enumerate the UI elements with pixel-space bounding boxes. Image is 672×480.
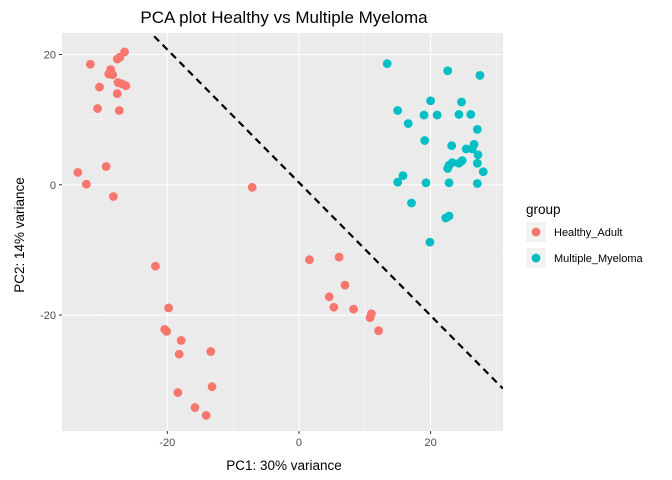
point-multiple-myeloma <box>466 110 476 119</box>
point-multiple-myeloma <box>444 178 454 188</box>
point-multiple-myeloma <box>472 158 482 168</box>
point-multiple-myeloma <box>426 96 435 106</box>
point-healthy-adult <box>340 280 350 290</box>
point-multiple-myeloma <box>469 139 479 149</box>
point-multiple-myeloma <box>443 164 453 173</box>
point-healthy-adult <box>151 261 160 271</box>
point-healthy-adult <box>164 303 174 313</box>
x-axis-title: PC1: 30% variance <box>226 458 342 473</box>
point-healthy-adult <box>374 326 383 336</box>
point-multiple-myeloma <box>457 97 466 107</box>
point-healthy-adult <box>190 403 200 412</box>
point-healthy-adult <box>81 179 91 189</box>
point-healthy-adult <box>176 336 186 345</box>
point-multiple-myeloma <box>444 211 454 221</box>
point-multiple-myeloma <box>419 110 429 120</box>
point-healthy-adult <box>365 313 375 323</box>
point-healthy-adult <box>101 162 111 171</box>
y-tick-label: 0 <box>50 180 56 192</box>
legend: group Healthy_Adult Multiple_Myeloma <box>526 202 644 268</box>
point-multiple-myeloma <box>393 106 403 115</box>
point-healthy-adult <box>201 410 211 420</box>
x-tick-label: 20 <box>424 437 436 449</box>
point-multiple-myeloma <box>403 119 413 128</box>
point-multiple-myeloma <box>472 179 482 188</box>
reference-line-layer <box>153 35 503 390</box>
point-healthy-adult <box>114 106 124 115</box>
x-tick-label: 0 <box>296 437 302 449</box>
point-healthy-adult <box>95 82 104 92</box>
point-healthy-adult <box>93 104 102 113</box>
point-healthy-adult <box>349 304 358 314</box>
legend-label-healthy-adult: Healthy_Adult <box>554 227 623 239</box>
point-healthy-adult <box>247 182 257 192</box>
point-multiple-myeloma <box>421 178 431 188</box>
data-points <box>73 47 488 420</box>
point-multiple-myeloma <box>454 158 464 168</box>
legend-items: Healthy_Adult Multiple_Myeloma <box>526 222 644 268</box>
point-multiple-myeloma <box>478 167 488 177</box>
legend-title: group <box>526 202 561 217</box>
point-healthy-adult <box>108 192 118 201</box>
point-healthy-adult <box>207 382 217 392</box>
point-healthy-adult <box>305 255 314 265</box>
point-healthy-adult <box>108 70 118 80</box>
point-healthy-adult <box>112 89 122 98</box>
point-healthy-adult <box>85 59 95 69</box>
point-multiple-myeloma <box>475 70 485 80</box>
point-multiple-myeloma <box>432 110 442 120</box>
point-multiple-myeloma <box>398 171 408 181</box>
dashed-reference-line <box>153 35 503 390</box>
panel-background <box>62 33 503 431</box>
point-multiple-myeloma <box>473 150 483 160</box>
point-healthy-adult <box>173 388 183 397</box>
plot-title: PCA plot Healthy vs Multiple Myeloma <box>140 8 428 27</box>
legend-key-healthy-adult <box>531 227 541 237</box>
legend-item-healthy-adult: Healthy_Adult <box>526 222 623 242</box>
y-axis-title: PC2: 14% variance <box>12 177 27 293</box>
point-multiple-myeloma <box>443 66 453 76</box>
point-healthy-adult <box>162 326 172 336</box>
point-multiple-myeloma <box>472 125 482 134</box>
legend-label-multiple-myeloma: Multiple_Myeloma <box>554 253 644 265</box>
point-healthy-adult <box>174 349 184 359</box>
point-healthy-adult <box>324 292 334 302</box>
legend-item-multiple-myeloma: Multiple_Myeloma <box>526 248 644 268</box>
legend-key-multiple-myeloma <box>531 253 541 263</box>
point-healthy-adult <box>329 302 339 312</box>
point-healthy-adult <box>121 81 131 91</box>
x-tick-label: -20 <box>159 437 175 449</box>
point-multiple-myeloma <box>420 136 430 145</box>
y-tick-label: 20 <box>44 49 56 61</box>
point-multiple-myeloma <box>393 177 403 187</box>
point-healthy-adult <box>206 347 216 356</box>
plot-panel <box>62 33 503 431</box>
point-multiple-myeloma <box>447 141 457 151</box>
y-axis: -20 0 20 <box>40 49 62 322</box>
point-multiple-myeloma <box>382 59 392 69</box>
point-multiple-myeloma <box>454 110 464 119</box>
minor-gridlines <box>62 33 503 431</box>
point-multiple-myeloma <box>407 198 416 208</box>
point-multiple-myeloma <box>425 237 435 247</box>
point-healthy-adult <box>112 54 122 64</box>
point-healthy-adult <box>334 252 344 262</box>
x-axis: -20 0 20 <box>159 431 437 449</box>
point-healthy-adult <box>73 167 83 177</box>
y-tick-label: -20 <box>40 310 56 322</box>
